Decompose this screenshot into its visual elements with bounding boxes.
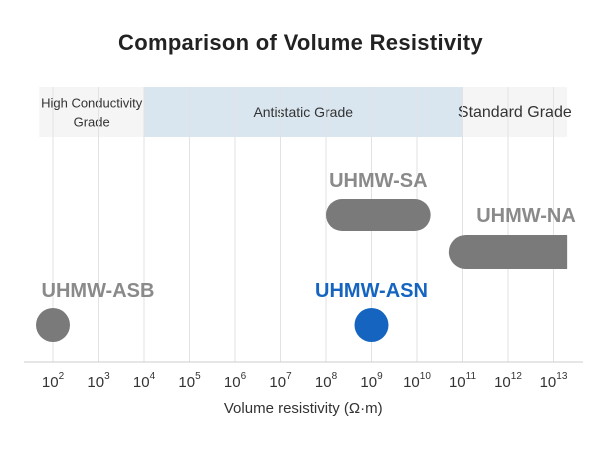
x-tick-label: 103 bbox=[87, 371, 110, 391]
grade-band-1 bbox=[144, 87, 463, 137]
uhmw-asn-label: UHMW-ASN bbox=[315, 280, 428, 302]
uhmw-sa-label: UHMW-SA bbox=[329, 170, 427, 192]
chart-title: Comparison of Volume Resistivity bbox=[118, 30, 483, 55]
grade-label-0-1: Grade bbox=[74, 115, 110, 130]
x-tick-label: 102 bbox=[42, 371, 65, 391]
uhmw-na-label: UHMW-NA bbox=[476, 205, 576, 227]
x-tick-label: 1013 bbox=[540, 371, 568, 391]
uhmw-na-bar bbox=[448, 235, 568, 269]
x-tick-label: 105 bbox=[178, 371, 201, 391]
grade-band-0 bbox=[39, 87, 144, 137]
x-tick-label: 109 bbox=[360, 371, 383, 391]
x-tick-label: 1012 bbox=[494, 371, 522, 391]
grade-label-0-0: High Conductivity bbox=[41, 96, 143, 111]
x-tick-label: 107 bbox=[269, 371, 292, 391]
grade-band-2 bbox=[462, 87, 568, 137]
x-tick-label: 104 bbox=[133, 371, 156, 391]
grade-label-1-0: Antistatic Grade bbox=[253, 104, 353, 120]
grade-label-2-0: Standard Grade bbox=[458, 104, 572, 121]
x-tick-label: 106 bbox=[224, 371, 247, 391]
x-tick-label: 1011 bbox=[449, 371, 477, 391]
uhmw-asb-point bbox=[36, 308, 70, 342]
uhmw-asn-point bbox=[354, 308, 389, 342]
uhmw-asb-label: UHMW-ASB bbox=[42, 280, 155, 302]
x-axis-label: Volume resistivity (Ω·m) bbox=[224, 400, 383, 417]
x-tick-label: 1010 bbox=[403, 371, 431, 391]
uhmw-sa-bar bbox=[326, 199, 431, 231]
x-tick-label: 108 bbox=[315, 371, 338, 391]
